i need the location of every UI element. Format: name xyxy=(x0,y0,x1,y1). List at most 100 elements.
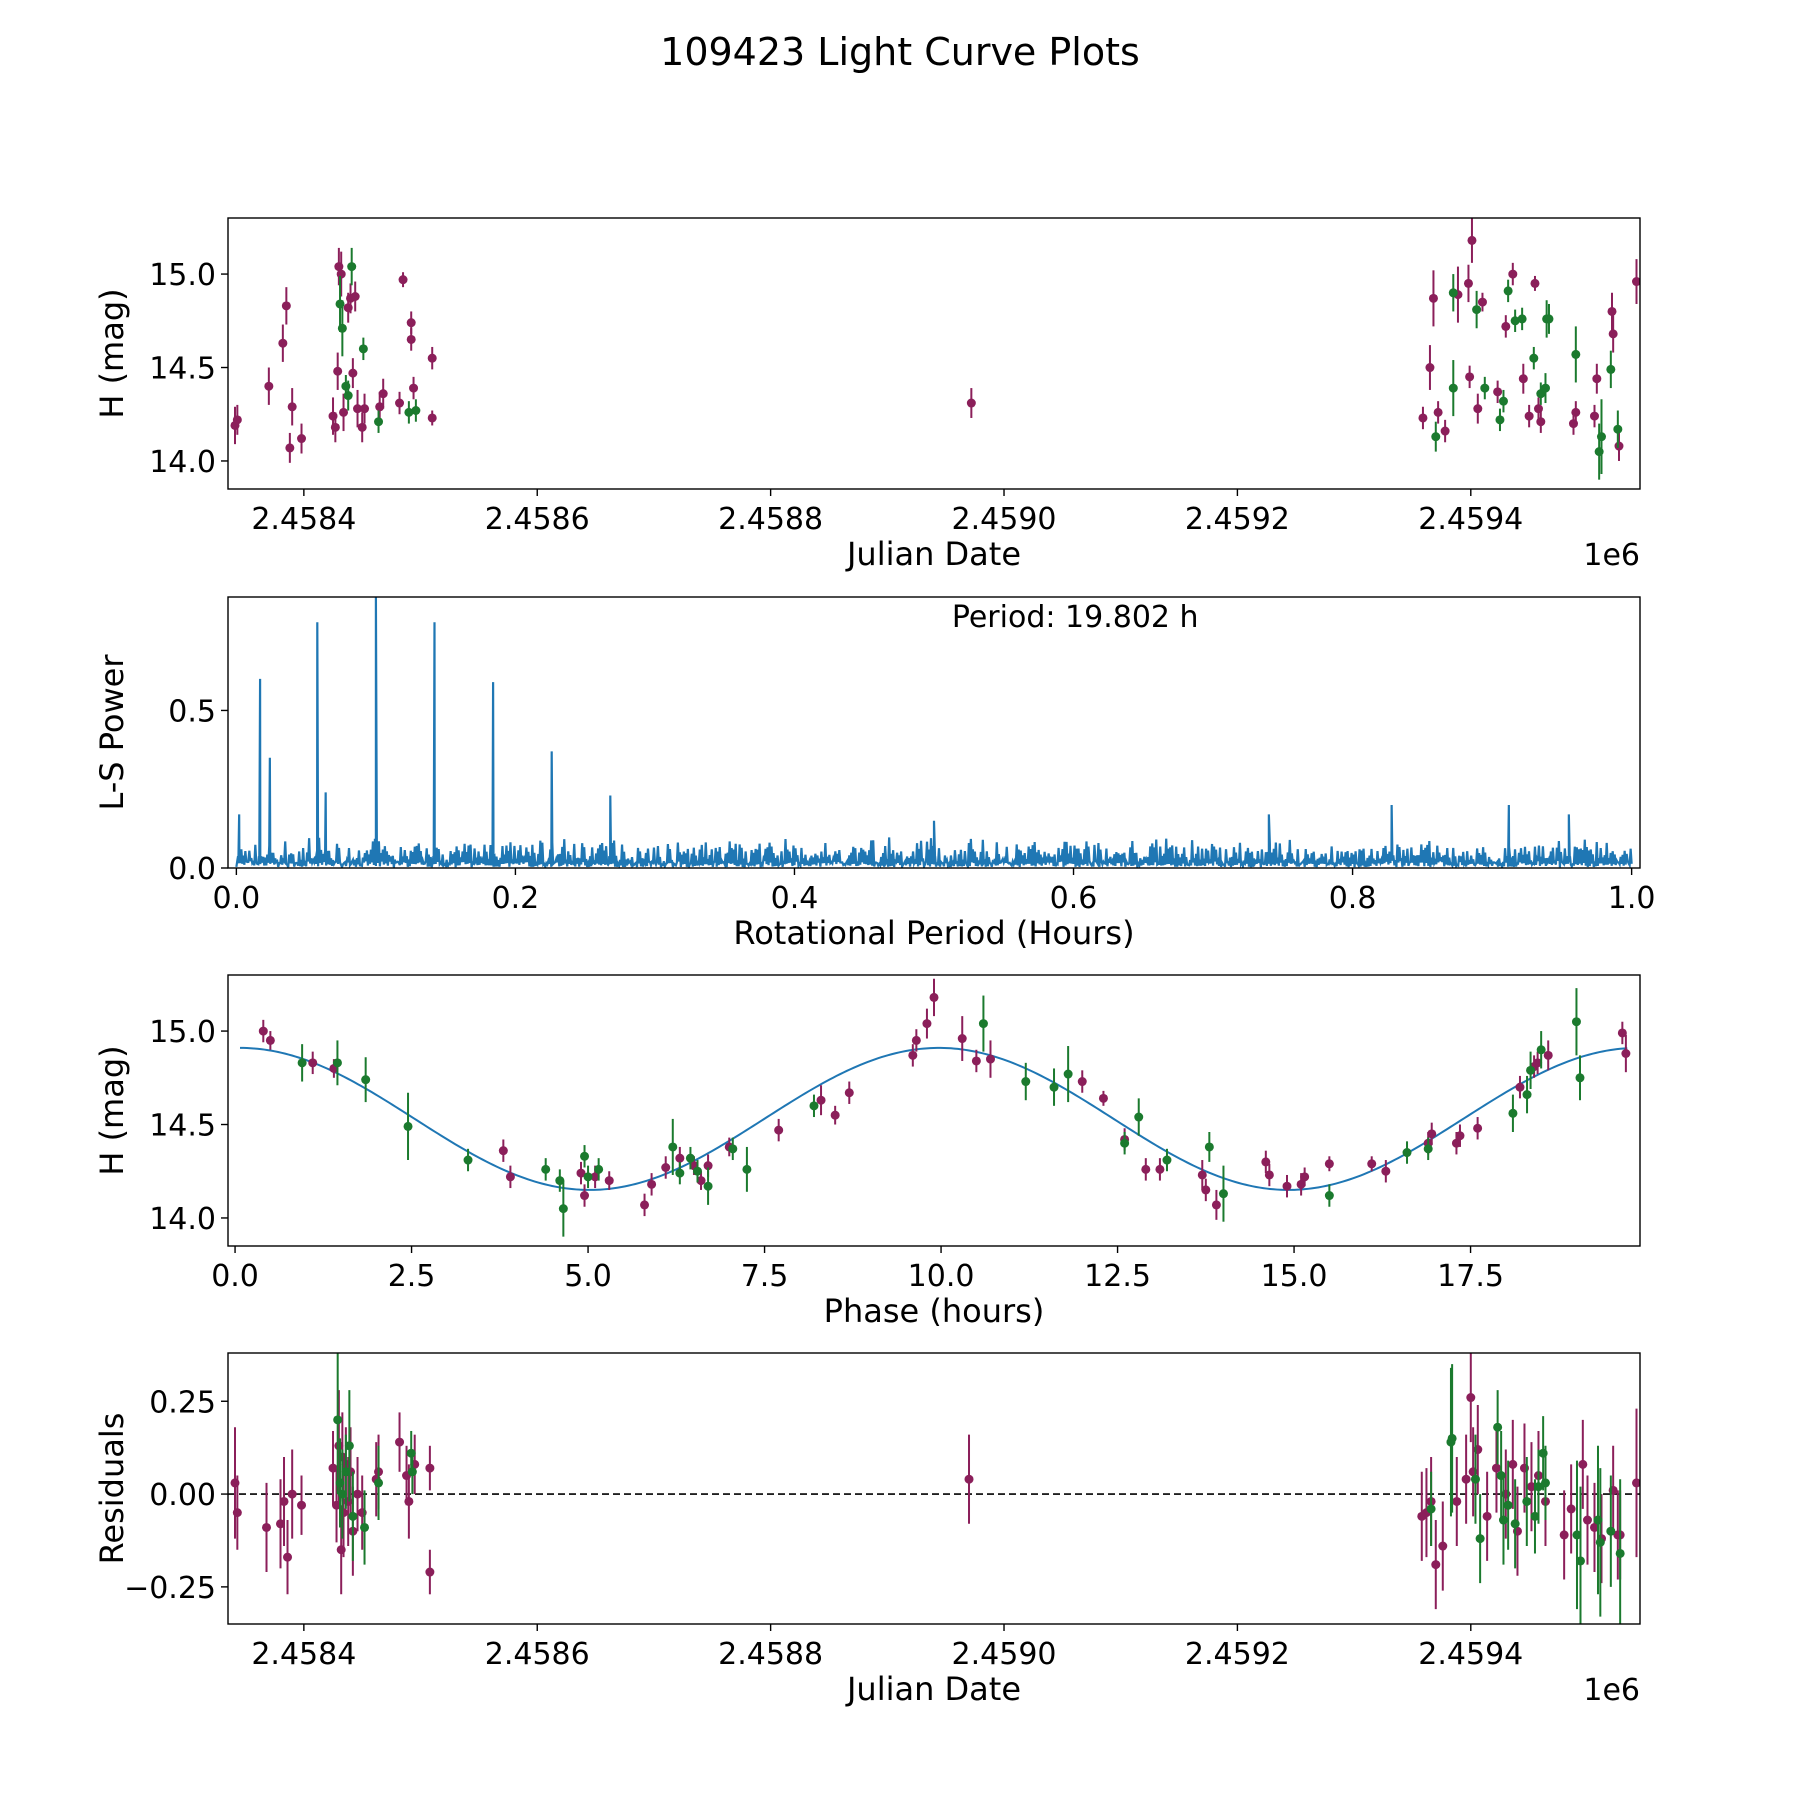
data-point xyxy=(1533,1058,1543,1068)
x-tick-label: 2.4584 xyxy=(251,1637,356,1672)
data-point xyxy=(555,1176,565,1186)
data-point xyxy=(297,434,307,444)
data-point xyxy=(1120,1138,1130,1148)
y-tick-label: 0.0 xyxy=(168,852,216,887)
data-point xyxy=(1498,396,1508,406)
data-point xyxy=(830,1110,840,1120)
data-point xyxy=(1540,1478,1550,1488)
data-point xyxy=(1425,363,1435,373)
x-tick-label: 2.4588 xyxy=(718,502,823,537)
data-point xyxy=(1402,1148,1412,1158)
data-point xyxy=(1300,1172,1310,1182)
x-tick-label: 0.6 xyxy=(1050,881,1098,916)
data-point xyxy=(1049,1082,1059,1092)
x-tick-label: 0.0 xyxy=(211,1259,259,1294)
data-point xyxy=(332,1058,342,1068)
data-point xyxy=(279,1496,289,1506)
series-maroon xyxy=(230,218,1640,463)
axes-frame xyxy=(227,217,1641,490)
data-point xyxy=(425,1567,435,1577)
plot-area xyxy=(230,218,1640,480)
data-point xyxy=(378,389,388,399)
data-point xyxy=(541,1164,551,1174)
x-tick-label: 2.5 xyxy=(388,1259,436,1294)
data-point xyxy=(1324,1159,1334,1169)
data-point xyxy=(353,1489,363,1499)
data-point xyxy=(957,1034,967,1044)
data-point xyxy=(809,1101,819,1111)
data-point xyxy=(692,1166,702,1176)
data-point xyxy=(1617,1028,1627,1038)
data-point xyxy=(1571,1017,1581,1027)
data-point xyxy=(1473,1123,1483,1133)
data-point xyxy=(1501,321,1511,331)
data-point xyxy=(1526,1065,1536,1075)
panel-phased_lightcurve: 0.0 2.5 5.0 7.5 10.0 12.5 15.0 17.5 14.0 14.5 15.0… xyxy=(93,974,1641,1330)
data-point xyxy=(1592,374,1602,384)
data-point xyxy=(1503,1500,1513,1510)
data-point xyxy=(1543,1050,1553,1060)
y-axis-label: H (mag) xyxy=(93,288,131,418)
data-point xyxy=(1571,407,1581,417)
data-point xyxy=(1482,1511,1492,1521)
data-point xyxy=(1566,1504,1576,1514)
data-point xyxy=(337,1489,347,1499)
data-point xyxy=(1575,1556,1585,1566)
data-point xyxy=(360,404,370,414)
data-point xyxy=(398,275,408,285)
data-point xyxy=(1134,1112,1144,1122)
data-point xyxy=(1632,277,1640,287)
y-tick-label: 14.0 xyxy=(149,1202,216,1237)
axes-frame xyxy=(227,974,1641,1247)
data-point xyxy=(337,323,347,333)
x-tick-label: 2.4592 xyxy=(1185,502,1290,537)
data-point xyxy=(1162,1155,1172,1165)
x-tick-label: 2.4592 xyxy=(1185,1637,1290,1672)
data-point xyxy=(1440,426,1450,436)
data-point xyxy=(1526,1482,1536,1492)
y-tick-label: 14.5 xyxy=(149,352,216,387)
x-tick-label: 0.8 xyxy=(1329,881,1377,916)
data-point xyxy=(1544,314,1554,324)
data-point xyxy=(297,1058,307,1068)
x-tick-label: 7.5 xyxy=(741,1259,789,1294)
x-tick-label: 1.0 xyxy=(1608,881,1656,916)
data-point xyxy=(1503,286,1513,296)
data-point xyxy=(908,1050,918,1060)
data-point xyxy=(580,1151,590,1161)
data-point xyxy=(978,1019,988,1029)
series-green xyxy=(335,247,1623,480)
data-point xyxy=(427,353,437,363)
data-point xyxy=(287,402,297,412)
x-tick-label: 2.4586 xyxy=(485,1637,590,1672)
data-point xyxy=(1475,1534,1485,1544)
y-tick-label: 14.0 xyxy=(149,445,216,480)
data-point xyxy=(406,334,416,344)
data-point xyxy=(985,1054,995,1064)
data-point xyxy=(703,1181,713,1191)
data-point xyxy=(333,366,343,376)
y-tick-label: −0.25 xyxy=(124,1571,216,1606)
data-point xyxy=(1522,1496,1532,1506)
data-point xyxy=(1467,235,1477,245)
data-point xyxy=(1530,1511,1540,1521)
x-axis-label: Phase (hours) xyxy=(824,1292,1045,1330)
data-point xyxy=(1589,1522,1599,1532)
data-point xyxy=(406,1448,416,1458)
data-point xyxy=(232,415,242,425)
data-point xyxy=(348,1511,358,1521)
data-point xyxy=(407,1467,417,1477)
data-point xyxy=(330,422,340,432)
data-point xyxy=(1466,1393,1476,1403)
data-point xyxy=(1426,1504,1436,1514)
data-point xyxy=(1197,1170,1207,1180)
data-point xyxy=(341,1467,351,1477)
data-point xyxy=(357,422,367,432)
data-point xyxy=(922,1019,932,1029)
plot-area xyxy=(235,597,1633,868)
data-point xyxy=(1517,314,1527,324)
data-point xyxy=(498,1146,508,1156)
data-point xyxy=(1431,1560,1441,1570)
x-axis-label: Julian Date xyxy=(845,1670,1021,1708)
panel-periodogram: Period: 19.802 h 0.0 0.2 0.4 0.6 0.8 1.0 0.0 0.5… xyxy=(93,596,1656,952)
